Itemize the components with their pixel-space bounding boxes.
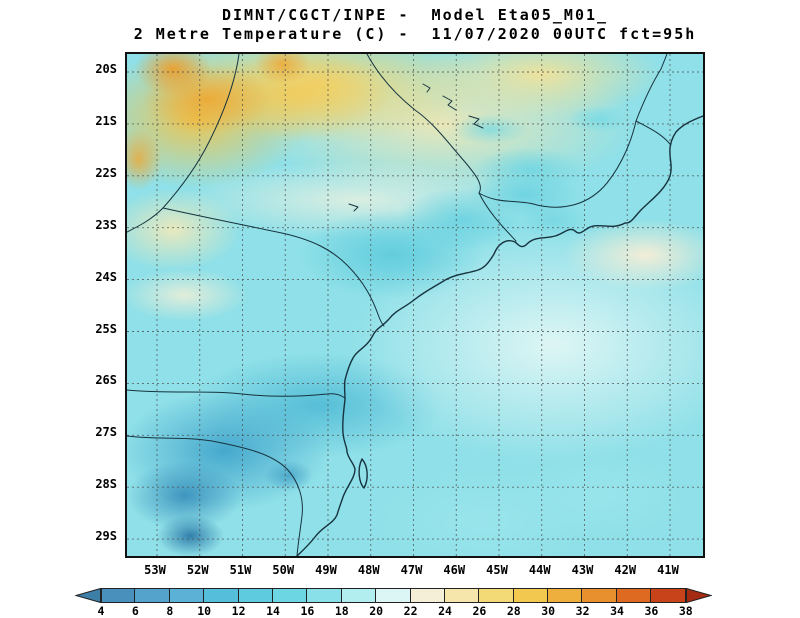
colorbar-right-arrow — [685, 588, 712, 603]
colorbar-tick-label: 34 — [610, 604, 624, 618]
colorbar-tick-label: 4 — [97, 604, 105, 618]
lat-tick-label: 22S — [95, 165, 117, 180]
colorbar-tick-label: 20 — [369, 604, 384, 618]
lon-tick-label: 47W — [400, 563, 423, 577]
map-plot-area — [125, 52, 705, 558]
lon-tick-label: 50W — [272, 563, 295, 577]
colorbar-segment — [410, 588, 445, 603]
colorbar-tick-label: 30 — [541, 604, 556, 618]
lat-tick-label: 20S — [95, 62, 117, 76]
colorbar-tick-label: 16 — [300, 604, 315, 618]
lat-tick-label: 23S — [95, 217, 117, 232]
map-overlay — [127, 54, 703, 556]
reservoir-squiggle — [422, 83, 431, 93]
colorbar-segment — [169, 588, 205, 603]
colorbar-tick-label: 24 — [438, 604, 452, 618]
plot-title-line2: 2 Metre Temperature (C) - 11/07/2020 00U… — [133, 25, 697, 43]
colorbar-tick-label: 12 — [231, 604, 246, 618]
colorbar-segment — [204, 588, 239, 603]
state-border-sc-rs — [127, 435, 303, 556]
colorbar-segment — [651, 588, 686, 603]
colorbar-segment — [101, 588, 136, 603]
lon-tick-label: 45W — [486, 563, 508, 577]
lon-tick-label: 41W — [657, 563, 679, 577]
colorbar-segment — [479, 588, 514, 603]
lon-tick-label: 44W — [528, 563, 551, 577]
lon-tick-label: 53W — [144, 563, 166, 577]
lon-tick-label: 43W — [571, 563, 594, 577]
state-border-rj-es — [635, 120, 671, 145]
graticule — [127, 54, 703, 556]
colorbar-segments — [101, 588, 686, 603]
lat-tick-label: 24S — [95, 269, 117, 284]
colorbar-segment — [307, 588, 342, 603]
state-border-mg-sp — [366, 54, 481, 194]
lat-tick-label: 21S — [95, 113, 117, 128]
colorbar-segment — [513, 588, 549, 603]
island-florianopolis — [358, 458, 368, 489]
colorbar-tick-label: 8 — [166, 604, 174, 618]
colorbar-segment — [616, 588, 652, 603]
colorbar-tick-label: 36 — [644, 604, 659, 618]
lon-tick-label: 49W — [315, 563, 337, 577]
colorbar — [75, 588, 712, 603]
colorbar-tick-label: 32 — [575, 604, 590, 618]
colorbar-right-arrow-shape — [685, 588, 712, 603]
reservoir-squiggle — [442, 95, 457, 111]
colorbar-tick-label: 26 — [472, 604, 487, 618]
lat-tick-label: 25S — [95, 321, 117, 336]
colorbar-tick-label: 6 — [131, 604, 139, 618]
colorbar-segment — [341, 588, 377, 603]
colorbar-tick-label: 38 — [678, 604, 693, 618]
colorbar-segment — [135, 588, 170, 603]
temperature-field — [127, 54, 703, 556]
lon-tick-label: 46W — [443, 563, 466, 577]
colorbar-segment — [444, 588, 480, 603]
lat-tick-label: 28S — [95, 477, 117, 492]
lat-tick-label: 29S — [95, 529, 117, 544]
colorbar-tick-label: 22 — [403, 604, 418, 618]
colorbar-segment — [582, 588, 617, 603]
state-border-parana-river — [127, 54, 240, 233]
state-border-sp-pr — [162, 207, 385, 327]
plot-title-line1: DIMNT/CGCT/INPE - Model Eta05_M01_ — [221, 6, 609, 24]
reservoir-squiggle — [468, 115, 484, 129]
reservoir-squiggle — [348, 203, 359, 212]
colorbar-left-arrow — [75, 588, 101, 603]
state-border-mg-rj — [478, 120, 637, 208]
colorbar-segment — [238, 588, 273, 603]
colorbar-tick-label: 18 — [334, 604, 349, 618]
colorbar-segment — [272, 588, 308, 603]
colorbar-tick-label: 10 — [197, 604, 212, 618]
lon-tick-label: 51W — [229, 563, 252, 577]
lat-tick-label: 26S — [95, 373, 117, 388]
colorbar-tick-label: 28 — [506, 604, 521, 618]
coastline — [296, 115, 703, 556]
lon-tick-label: 48W — [357, 563, 380, 577]
lon-tick-label: 42W — [614, 563, 637, 577]
lon-tick-label: 52W — [186, 563, 209, 577]
state-border-sp-rj — [478, 192, 517, 242]
state-border-mg-es — [635, 54, 668, 122]
colorbar-left-arrow-shape — [75, 588, 101, 603]
colorbar-segment — [376, 588, 411, 603]
state-border-pr-sc — [127, 389, 346, 399]
colorbar-segment — [548, 588, 583, 603]
colorbar-tick-label: 14 — [266, 604, 280, 618]
lat-tick-label: 27S — [95, 425, 117, 440]
